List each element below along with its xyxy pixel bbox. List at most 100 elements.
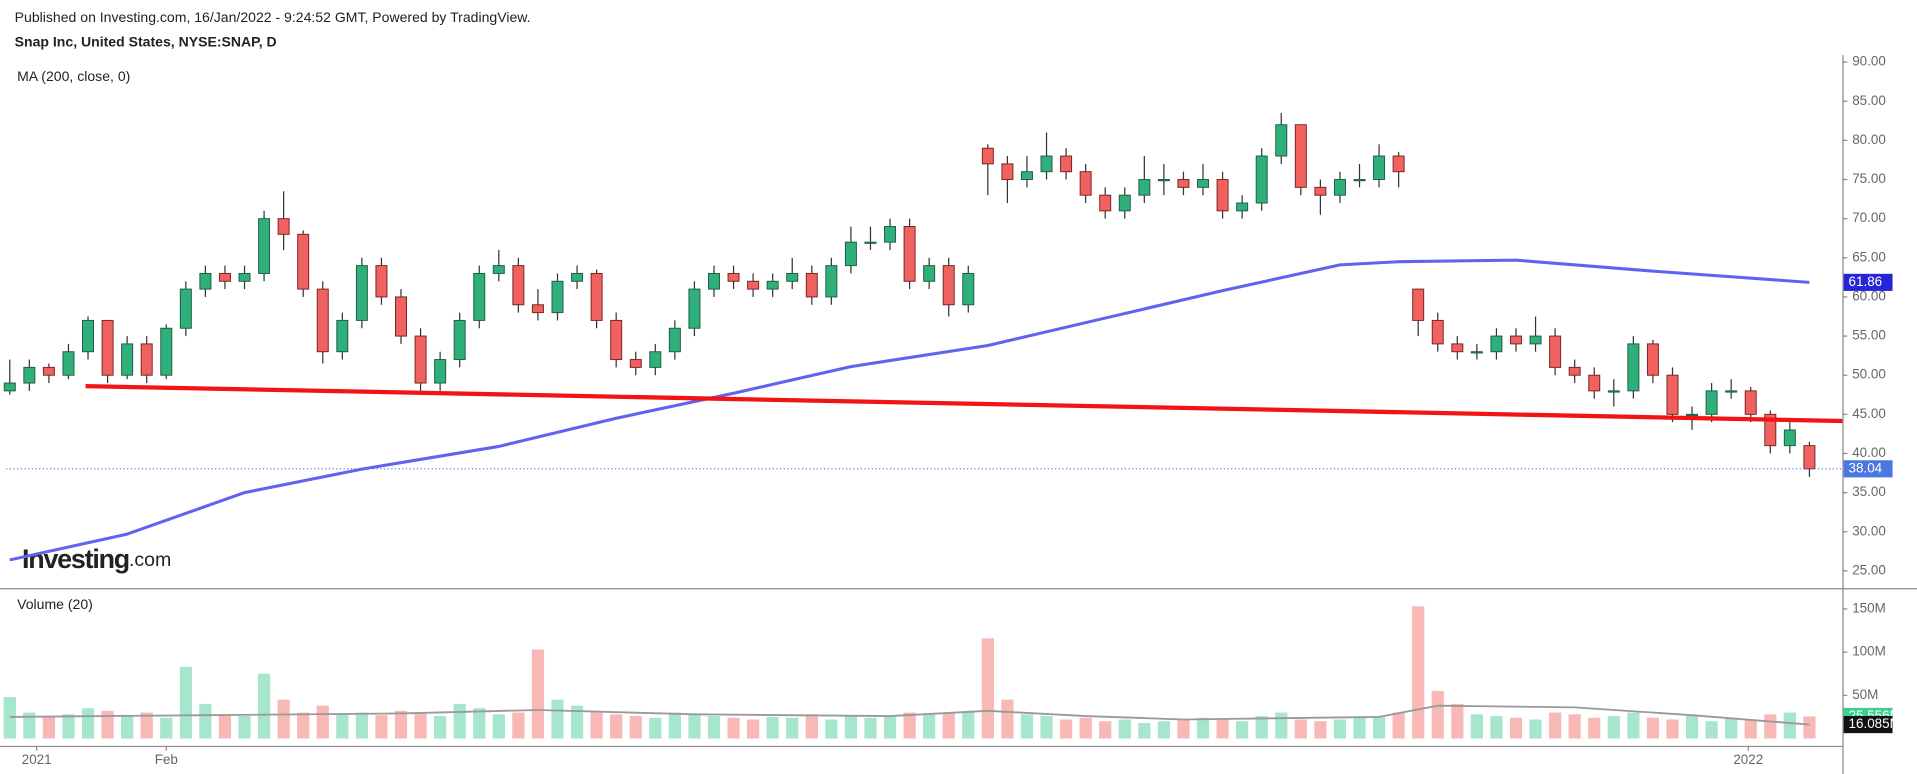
volume-bar [1314,721,1327,739]
volume-bar [1588,717,1601,739]
candle-body [1510,335,1522,345]
candle-body [727,272,740,282]
volume-bar [492,714,505,739]
volume-bar [1138,722,1151,739]
y-tick-label: 90.00 [1852,54,1886,69]
volume-bar [649,717,662,739]
x-tick-label: 2021 [22,752,52,767]
volume-y-tick-label: 50M [1852,687,1878,702]
volume-bar [1157,721,1171,739]
candle-body [1333,179,1346,196]
candle-body [434,359,447,384]
volume-bar [629,716,642,739]
volume-bar [1627,712,1640,739]
candle-body [297,233,310,290]
candle-body [179,288,192,329]
volume-bar [688,714,701,739]
candle-body [1177,179,1190,188]
candle-body [1314,186,1327,196]
candle-body [492,265,505,274]
volume-bar [1079,717,1092,739]
candle-body [512,265,525,306]
volume-bar [1372,716,1386,739]
candle-body [668,327,681,353]
volume-bar [1040,716,1053,739]
volume-bar [883,716,897,739]
candle-body [23,366,36,384]
candle-body [140,343,153,376]
candle-body [218,272,231,282]
candle-body [903,226,916,282]
candle-body [473,272,486,321]
candle-body [395,296,407,337]
volume-bar [1059,719,1073,739]
candle-body [1353,179,1366,182]
volume-bar [375,715,388,739]
candle-body [62,351,75,376]
volume-bar [805,714,818,739]
volume-bar [1725,717,1738,739]
y-tick-label: 25.00 [1852,562,1886,577]
volume-bar [1705,721,1718,739]
candle-body [1783,429,1796,447]
candle-body [707,272,720,290]
volume-bar [1118,719,1131,739]
volume-bar [199,703,212,739]
y-tick-label: 65.00 [1852,249,1886,264]
candle-body [199,272,212,290]
volume-bar [1646,717,1660,739]
volume-ma-value-label: 16.085M [1849,716,1901,731]
y-tick-label: 30.00 [1852,523,1886,538]
volume-bar [3,697,16,739]
candle-body [1470,351,1483,354]
volume-bar [551,699,564,739]
candle-body [805,272,818,298]
volume-bar [336,714,349,739]
ma-value-label-box [1843,273,1893,291]
candle-body [1803,445,1816,470]
candle-body [1099,194,1112,212]
candle-body [1666,374,1679,415]
volume-bar [1568,714,1581,739]
logo-brand: Investing [22,544,129,574]
volume-bar [1177,719,1190,739]
candle-body [1138,179,1151,196]
candle-body [531,304,544,314]
volume-bar [1333,719,1347,739]
chart-title: Snap Inc, United States, NYSE:SNAP, D [15,34,277,50]
candle-body [1431,319,1444,345]
volume-bar [355,712,368,739]
price-value-label: 38.04 [1849,460,1883,475]
volume-y-tick-label: 150M [1852,600,1886,615]
y-tick-label: 55.00 [1852,328,1886,343]
candle-body [1197,179,1210,188]
candle-body [1118,194,1131,212]
candle-body [1627,343,1640,392]
candle-body [981,147,994,165]
volume-bar [218,714,232,739]
volume-bar [23,712,36,739]
volume-bar [1783,712,1796,739]
ma-legend: MA (200, close, 0) [17,68,130,84]
volume-bar [766,716,779,739]
candle-body [1744,390,1757,415]
volume-bar [570,705,584,739]
candle-body [844,241,857,267]
candle-body [766,280,779,290]
volume-legend: Volume (20) [17,596,93,612]
candle-body [238,272,251,282]
volume-ma-line [9,704,1810,726]
volume-bar [1275,712,1288,739]
volume-bar [727,717,740,739]
candle-body [1373,155,1386,181]
candle-body [649,351,662,368]
y-tick-label: 60.00 [1852,288,1886,303]
candle-body [316,288,329,353]
volume-bar [825,719,838,739]
candle-body [1020,171,1033,181]
candle-body [571,272,584,282]
ma-line [9,258,1810,562]
volume-bar [473,708,486,739]
volume-bar [1196,717,1210,739]
